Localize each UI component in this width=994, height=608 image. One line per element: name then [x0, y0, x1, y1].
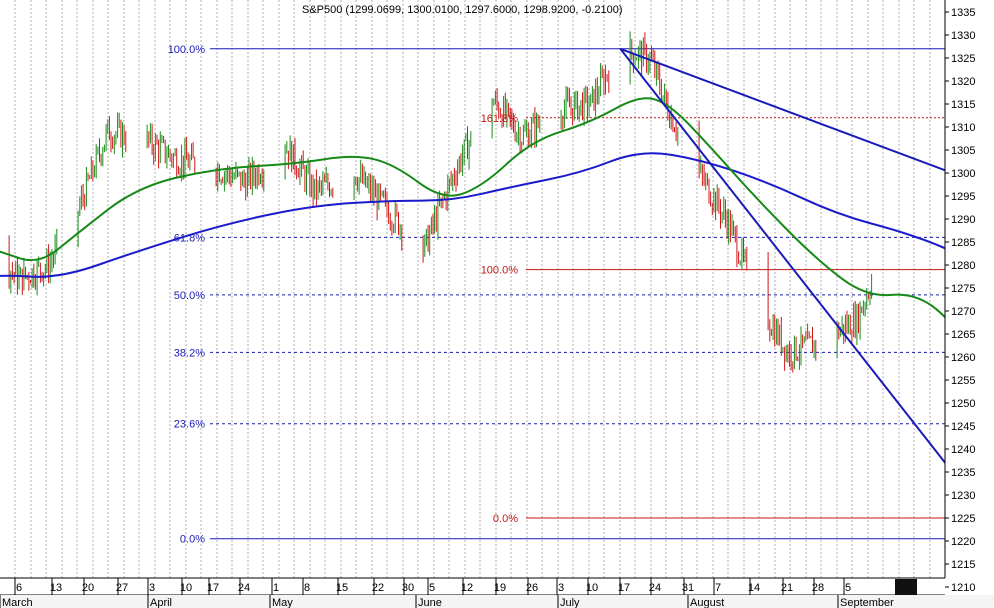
x-tick-label: 17	[207, 582, 219, 594]
x-tick-label: 13	[50, 582, 62, 594]
x-tick-label: 24	[238, 582, 250, 594]
x-tick-label: 3	[558, 582, 564, 594]
fib-label-left: 38.2%	[174, 347, 205, 359]
y-tick-label: 1315	[951, 99, 975, 111]
y-tick-label: 1275	[951, 283, 975, 295]
x-tick-label: 19	[494, 582, 506, 594]
y-tick-label: 1300	[951, 168, 975, 180]
y-tick-label: 1295	[951, 191, 975, 203]
chart-title: S&P500 (1299.0699, 1300.0100, 1297.6000,…	[302, 4, 623, 16]
labels: 1210121512201225123012351240124512501255…	[0, 7, 975, 608]
x-tick-label: 28	[812, 582, 824, 594]
x-tick-label: 21	[781, 582, 793, 594]
y-tick-label: 1230	[951, 490, 975, 502]
grid-layer	[14, 0, 931, 578]
y-tick-label: 1210	[951, 582, 975, 594]
y-tick-label: 1260	[951, 352, 975, 364]
moving-averages	[0, 97, 994, 380]
x-tick-label: 17	[618, 582, 630, 594]
y-tick-label: 1215	[951, 559, 975, 571]
pattern-line	[619, 47, 994, 190]
fibonacci-levels	[210, 48, 945, 540]
fib-label-left: 100.0%	[168, 44, 206, 56]
y-axis-panel	[945, 0, 994, 595]
month-label: April	[150, 597, 172, 608]
x-tick-label: 5	[429, 582, 435, 594]
y-tick-label: 1305	[951, 145, 975, 157]
y-tick-label: 1330	[951, 30, 975, 42]
y-tick-label: 1240	[951, 444, 975, 456]
month-label: July	[560, 597, 580, 608]
x-tick-label: 12	[461, 582, 473, 594]
x-tick-label: 27	[116, 582, 128, 594]
pattern-line	[619, 48, 994, 527]
x-tick-label: 10	[180, 582, 192, 594]
y-tick-label: 1220	[951, 536, 975, 548]
fib-label-left: 23.6%	[174, 419, 205, 431]
x-tick-label: 10	[586, 582, 598, 594]
x-tick-label: 24	[649, 582, 661, 594]
month-strip	[0, 595, 994, 608]
fib-label-right: 0.0%	[493, 513, 518, 525]
y-tick-label: 1320	[951, 76, 975, 88]
y-tick-label: 1245	[951, 421, 975, 433]
y-tick-label: 1325	[951, 53, 975, 65]
y-tick-label: 1265	[951, 329, 975, 341]
month-label: May	[272, 597, 293, 608]
month-label: September	[840, 597, 894, 608]
fib-label-right: 100.0%	[481, 265, 519, 277]
fib-label-left: 0.0%	[180, 534, 205, 546]
y-tick-label: 1250	[951, 398, 975, 410]
y-tick-label: 1235	[951, 467, 975, 479]
y-tick-label: 1255	[951, 375, 975, 387]
scroll-marker	[895, 579, 917, 595]
x-tick-label: 3	[149, 582, 155, 594]
x-tick-label: 5	[845, 582, 851, 594]
x-tick-label: 22	[372, 582, 384, 594]
y-tick-label: 1335	[951, 7, 975, 19]
x-tick-label: 7	[715, 582, 721, 594]
y-tick-label: 1290	[951, 214, 975, 226]
date-strip	[0, 578, 945, 595]
fib-label-right: 161.8%	[481, 113, 519, 125]
x-tick-label: 20	[82, 582, 94, 594]
y-tick-label: 1225	[951, 513, 975, 525]
harmonic-pattern-lines	[619, 47, 994, 527]
y-tick-label: 1270	[951, 306, 975, 318]
month-label: March	[2, 597, 33, 608]
x-tick-label: 14	[748, 582, 760, 594]
price-bars	[8, 31, 873, 373]
fib-label-left: 61.8%	[174, 232, 205, 244]
x-tick-label: 15	[336, 582, 348, 594]
y-tick-label: 1285	[951, 237, 975, 249]
x-tick-label: 30	[402, 582, 414, 594]
month-label: June	[418, 597, 442, 608]
x-tick-label: 31	[682, 582, 694, 594]
y-tick-label: 1280	[951, 260, 975, 272]
x-tick-label: 1	[273, 582, 279, 594]
ma-long-line	[0, 152, 994, 282]
x-tick-label: 26	[526, 582, 538, 594]
y-tick-label: 1310	[951, 122, 975, 134]
month-label: August	[690, 597, 724, 608]
x-tick-label: 8	[304, 582, 310, 594]
x-tick-label: 6	[16, 582, 22, 594]
fib-label-left: 50.0%	[174, 290, 205, 302]
ma-short-line	[0, 97, 994, 380]
